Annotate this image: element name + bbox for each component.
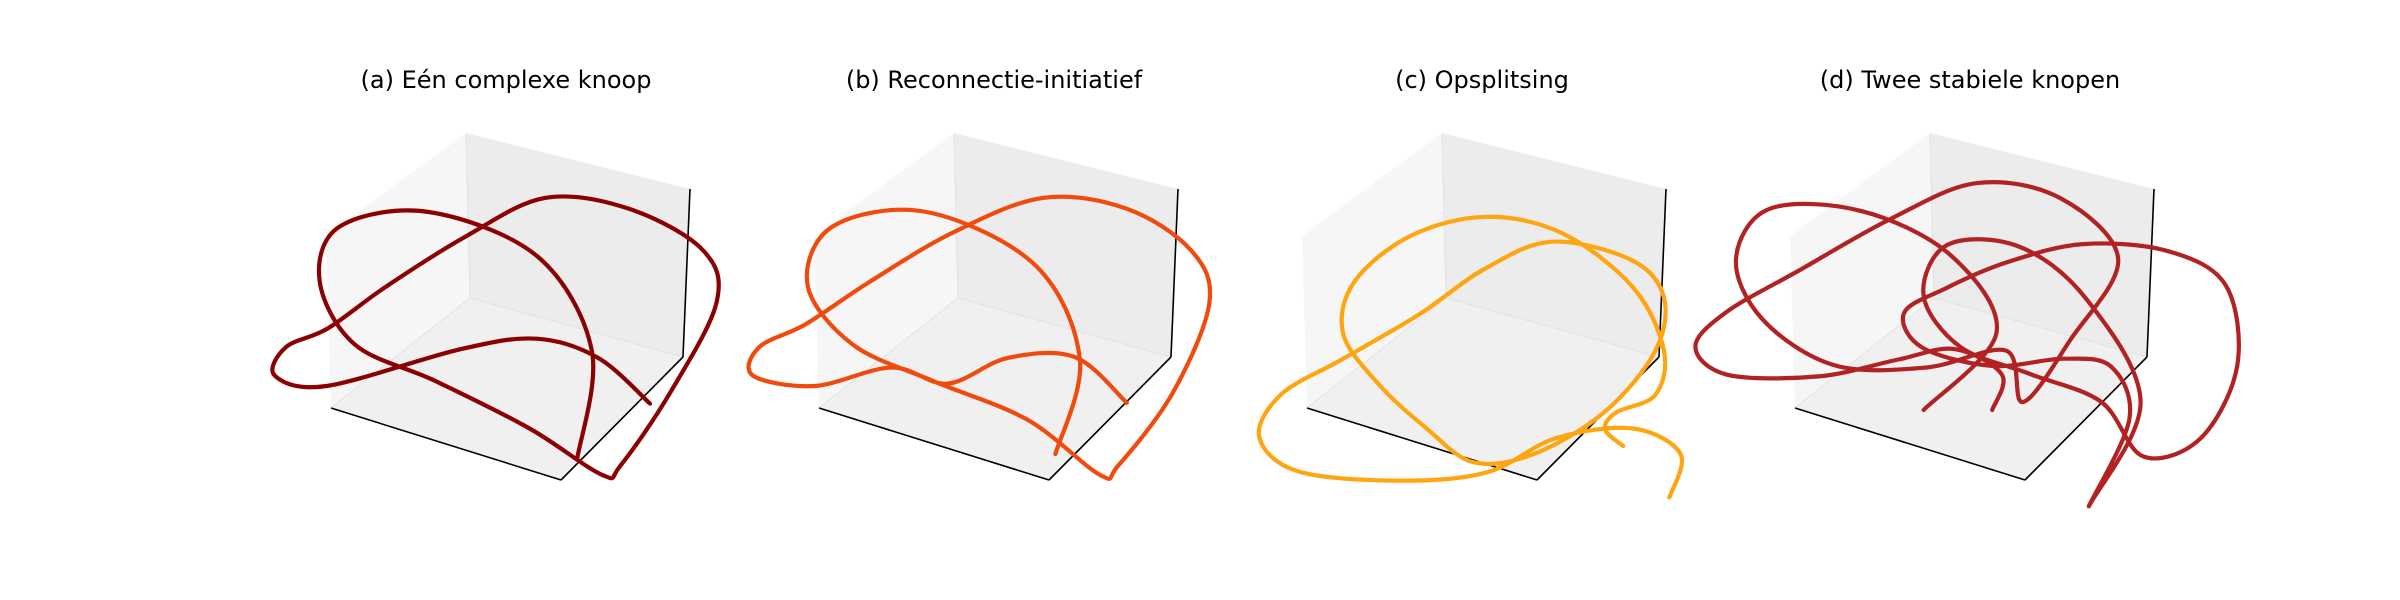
- subplot-2: (b) Reconnectie-initiatief: [746, 66, 1213, 482]
- pane-edge-back-floor: [1933, 297, 2148, 358]
- pane-edge-back-floor: [469, 297, 684, 358]
- pane-left: [1302, 133, 1446, 408]
- pane-floor: [1795, 298, 2147, 480]
- x-axis-line: [818, 407, 1050, 481]
- pane-left: [326, 133, 470, 408]
- subplot-title: (d) Twee stabiele knopen: [1820, 66, 2120, 94]
- pane-floor: [331, 298, 683, 480]
- knot-curve-1: [746, 194, 1213, 482]
- subplot-4: (d) Twee stabiele knopen: [1693, 66, 2241, 509]
- pane-edge-back-floor: [957, 297, 1172, 358]
- subplot-title: (b) Reconnectie-initiatief: [846, 66, 1143, 94]
- y-axis-line: [1048, 356, 1172, 481]
- subplot-1: (a) Eén complexe knoop: [270, 66, 721, 481]
- z-axis-line: [1170, 188, 1179, 358]
- pane-back: [466, 133, 690, 357]
- y-axis-line: [2024, 356, 2148, 481]
- pane-floor: [819, 298, 1171, 480]
- subplot-title: (c) Opsplitsing: [1395, 66, 1569, 94]
- pane-back: [954, 133, 1178, 357]
- x-axis-line: [1794, 407, 2026, 481]
- subplot-title: (a) Eén complexe knoop: [361, 66, 652, 94]
- panels-group: (a) Eén complexe knoop (b) Reconnectie-in…: [270, 66, 2241, 509]
- knot-curve-1: [270, 194, 721, 481]
- pane-back: [1442, 133, 1666, 357]
- z-axis-line: [1658, 188, 1667, 358]
- pane-left: [1790, 133, 1934, 408]
- subplot-3: (c) Opsplitsing: [1256, 66, 1685, 500]
- knot-curve-2: [1900, 237, 2241, 509]
- x-axis-line: [330, 407, 562, 481]
- z-axis-line: [682, 188, 691, 358]
- y-axis-line: [560, 356, 684, 481]
- pane-edge-back-floor: [1445, 297, 1660, 358]
- knot-curve-1: [1693, 180, 2121, 413]
- z-axis-line: [2146, 188, 2155, 358]
- knot-curve-1: [1256, 214, 1685, 500]
